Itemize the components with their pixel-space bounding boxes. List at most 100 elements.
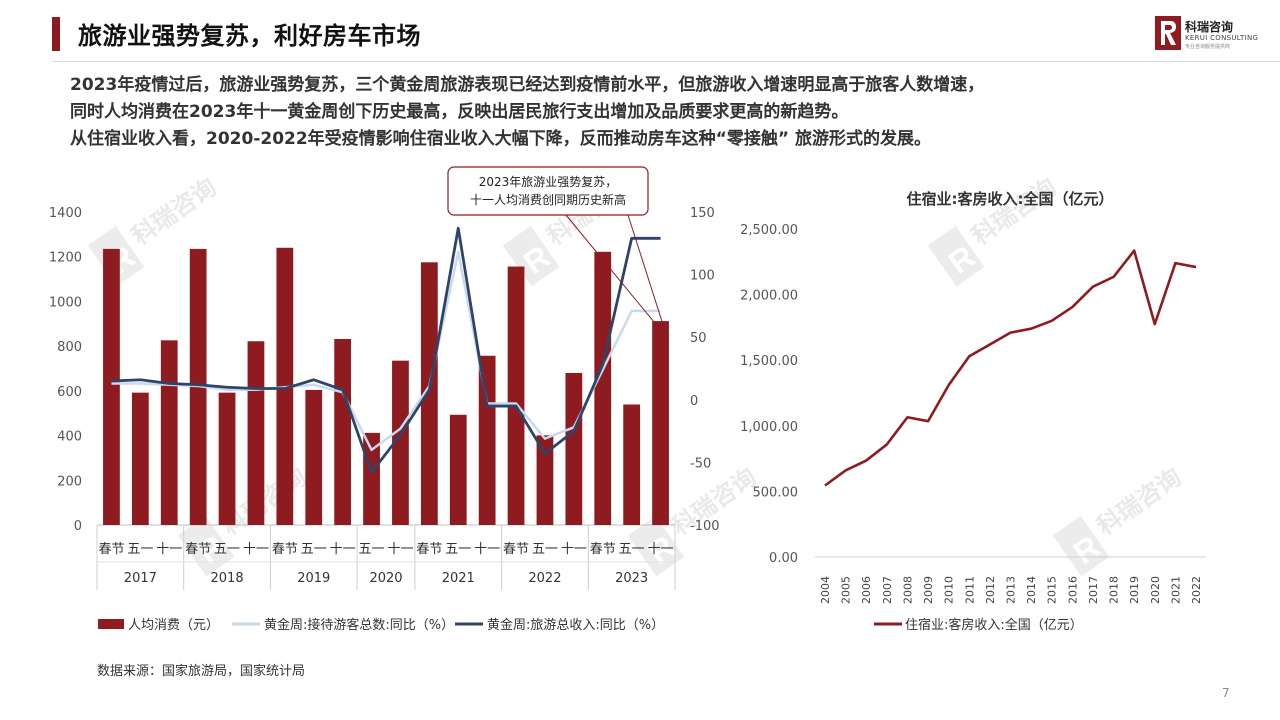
watermark-r-icon (502, 225, 560, 287)
x-category-label: 春节 (98, 542, 124, 557)
x-year-tick-label: 2015 (1046, 576, 1059, 604)
legend-label: 人均消费（元） (128, 618, 219, 633)
left-axis-tick-label: 1400 (49, 206, 82, 221)
x-category-label: 春节 (272, 542, 298, 557)
line-visitor-yoy (111, 250, 661, 452)
left-axis-tick-label: 200 (57, 474, 82, 489)
x-category-label: 十一 (648, 542, 674, 557)
y-axis-tick-label: 0.00 (769, 551, 798, 566)
intro-text: 2023年疫情过后，旅游业强势复苏，三个黄金周旅游表现已经达到疫情前水平，但旅游… (70, 72, 1250, 153)
x-year-tick-label: 2004 (819, 576, 832, 604)
x-year-label: 2020 (369, 571, 402, 586)
x-year-tick-label: 2011 (963, 576, 976, 604)
x-category-label: 春节 (590, 542, 616, 557)
legend-label: 黄金周:接待游客总数:同比（%） (264, 617, 454, 633)
bar-per-capita-spend (449, 414, 467, 525)
y-axis-tick-label: 500.00 (753, 485, 799, 500)
x-year-label: 2022 (528, 571, 561, 586)
bar-per-capita-spend (623, 404, 641, 525)
bar-per-capita-spend (334, 338, 352, 525)
x-year-label: 2018 (211, 571, 244, 586)
right-axis-tick-label: 50 (690, 331, 707, 346)
x-category-label: 五一 (532, 542, 558, 557)
watermark-r-icon (927, 225, 985, 287)
callout-line-1: 2023年旅游业强势复苏， (479, 175, 618, 189)
legend-label: 住宿业:客房收入:全国（亿元） (905, 617, 1083, 633)
x-category-label: 十一 (156, 542, 182, 557)
bar-per-capita-spend (103, 248, 120, 525)
x-category-label: 五一 (445, 542, 471, 557)
x-category-label: 五一 (619, 542, 645, 557)
intro-line-1: 2023年疫情过后，旅游业强势复苏，三个黄金周旅游表现已经达到疫情前水平，但旅游… (70, 75, 985, 95)
x-category-label: 五一 (359, 542, 385, 557)
intro-line-3: 从住宿业收入看，2020-2022年受疫情影响住宿业收入大幅下降，反而推动房车这… (70, 129, 931, 149)
watermark-text: 科瑞咨询 (127, 173, 222, 251)
logo-tagline: 专业咨询服务提供商 (1185, 44, 1231, 50)
bar-per-capita-spend (478, 355, 496, 525)
bar-per-capita-spend (305, 389, 323, 525)
left-axis-tick-label: 600 (57, 385, 82, 400)
x-year-tick-label: 2010 (943, 576, 956, 604)
x-year-tick-label: 2007 (881, 576, 894, 604)
chart-legend: 人均消费（元） 黄金周:接待游客总数:同比（%） 黄金周:旅游总收入:同比（%） (98, 617, 664, 633)
x-year-tick-label: 2016 (1066, 576, 1079, 604)
x-year-tick-label: 2008 (901, 576, 914, 604)
page-title: 旅游业强势复苏，利好房车市场 (78, 22, 421, 50)
bar-per-capita-spend (247, 341, 265, 525)
page-number: 7 (1222, 686, 1230, 700)
y-axis-tick-label: 1,000.00 (740, 420, 798, 435)
bar-per-capita-spend (131, 392, 149, 525)
watermark-r-icon (1052, 515, 1110, 577)
x-year-tick-label: 2020 (1149, 576, 1162, 604)
x-category-label: 五一 (301, 542, 327, 557)
chart-title: 住宿业:客房收入:全国（亿元） (907, 190, 1114, 208)
header-divider (52, 61, 1280, 62)
left-axis-tick-label: 400 (57, 430, 82, 445)
logo-name-cn: 科瑞咨询 (1185, 20, 1234, 34)
title-accent-bar (52, 17, 60, 51)
watermark-text: 科瑞咨询 (967, 173, 1062, 251)
x-category-label: 春节 (503, 542, 529, 557)
x-category-label: 春节 (185, 542, 211, 557)
company-logo: 科瑞咨询 KERUI CONSULTING 专业咨询服务提供商 (1155, 16, 1265, 50)
x-year-label: 2023 (615, 571, 648, 586)
callout-box (447, 166, 649, 216)
y-axis-tick-label: 2,000.00 (740, 289, 798, 304)
x-category-label: 十一 (561, 542, 587, 557)
bar-per-capita-spend (652, 321, 669, 525)
y-axis-tick-label: 1,500.00 (740, 354, 798, 369)
x-year-tick-label: 2021 (1169, 576, 1182, 604)
legend-label: 黄金周:旅游总收入:同比（%） (487, 617, 664, 633)
right-axis-tick-label: -50 (690, 456, 711, 471)
logo-r-icon (1155, 16, 1181, 50)
bar-per-capita-spend (218, 392, 236, 525)
bar-per-capita-spend (565, 372, 583, 525)
data-source-note: 数据来源：国家旅游局，国家统计局 (97, 664, 306, 679)
bar-per-capita-spend (420, 262, 438, 525)
x-year-tick-label: 2012 (984, 576, 997, 604)
tourism-combo-chart: 0 200 400 600 800 1000 1200 1400 -100 -50 0 50 100 15… (49, 166, 720, 633)
x-year-tick-label: 2022 (1190, 576, 1203, 604)
x-category-label: 十一 (474, 542, 500, 557)
x-year-tick-label: 2013 (1005, 576, 1018, 604)
callout-line-2: 十一人均消费创同期历史新高 (470, 192, 626, 207)
y-axis-tick-label: 2,500.00 (740, 223, 798, 238)
left-axis-tick-label: 1000 (49, 295, 82, 310)
x-category-label: 五一 (127, 542, 153, 557)
watermark-r-icon (177, 515, 235, 577)
x-category-label: 春节 (416, 542, 442, 557)
line-room-revenue (824, 249, 1197, 487)
lodging-revenue-line-chart: 住宿业:客房收入:全国（亿元） 0.00 500.00 1,000.00 1,500.0… (740, 190, 1206, 633)
x-category-label: 十一 (387, 542, 413, 557)
legend-swatch-bar (98, 619, 124, 629)
x-year-tick-label: 2018 (1108, 576, 1121, 604)
right-axis-tick-label: -100 (690, 519, 720, 534)
bar-per-capita-spend (392, 360, 409, 525)
x-year-label: 2021 (442, 571, 475, 586)
left-axis-tick-label: 800 (57, 340, 82, 355)
right-axis-tick-label: 0 (690, 394, 698, 409)
x-year-tick-label: 2009 (922, 576, 935, 604)
